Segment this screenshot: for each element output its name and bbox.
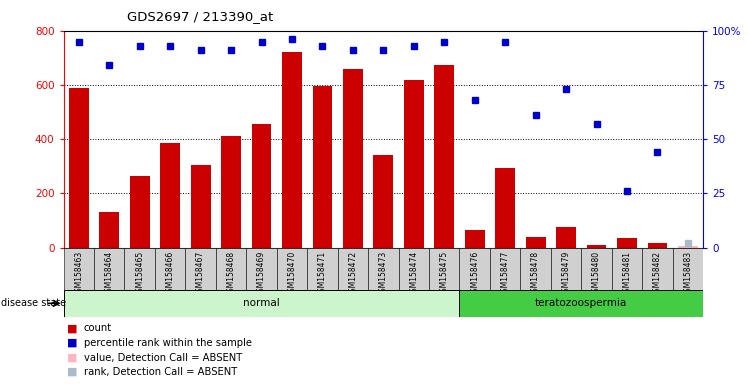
Text: GSM158475: GSM158475 — [440, 251, 449, 297]
Bar — [69, 88, 89, 248]
Bar — [521, 248, 551, 290]
Text: GSM158478: GSM158478 — [531, 251, 540, 297]
Text: GSM158466: GSM158466 — [165, 251, 175, 297]
Bar — [99, 212, 119, 248]
Bar — [373, 156, 393, 248]
Bar — [251, 124, 272, 248]
Bar — [307, 248, 337, 290]
Text: GSM158465: GSM158465 — [135, 251, 144, 297]
Bar — [581, 248, 612, 290]
Text: GSM158477: GSM158477 — [500, 251, 509, 297]
Bar — [586, 245, 607, 248]
Bar — [186, 248, 216, 290]
Bar — [64, 248, 94, 290]
Text: GDS2697 / 213390_at: GDS2697 / 213390_at — [127, 10, 274, 23]
Bar — [526, 237, 545, 248]
Text: GSM158467: GSM158467 — [196, 251, 205, 297]
Text: GSM158474: GSM158474 — [409, 251, 418, 297]
Text: percentile rank within the sample: percentile rank within the sample — [84, 338, 252, 348]
Text: ■: ■ — [67, 353, 78, 362]
Text: GSM158480: GSM158480 — [592, 251, 601, 297]
Bar — [648, 243, 667, 248]
Bar — [124, 248, 155, 290]
Text: GSM158479: GSM158479 — [562, 251, 571, 297]
Bar — [459, 248, 490, 290]
Text: GSM158476: GSM158476 — [470, 251, 479, 297]
Bar — [64, 290, 459, 317]
Bar — [429, 248, 459, 290]
Bar — [221, 136, 241, 248]
Bar — [617, 238, 637, 248]
Text: value, Detection Call = ABSENT: value, Detection Call = ABSENT — [84, 353, 242, 362]
Bar — [612, 248, 643, 290]
Text: GSM158472: GSM158472 — [349, 251, 358, 297]
Text: GSM158463: GSM158463 — [74, 251, 83, 297]
Text: GSM158482: GSM158482 — [653, 251, 662, 297]
Bar — [282, 53, 302, 248]
Bar — [277, 248, 307, 290]
Bar — [191, 165, 210, 248]
Bar — [399, 248, 429, 290]
Bar — [459, 290, 703, 317]
Text: GSM158483: GSM158483 — [684, 251, 693, 297]
Bar — [404, 79, 423, 248]
Bar — [343, 69, 363, 248]
Bar — [313, 86, 332, 248]
Text: GSM158481: GSM158481 — [622, 251, 631, 297]
Bar — [465, 230, 485, 248]
Bar — [130, 176, 150, 248]
Text: ■: ■ — [67, 323, 78, 333]
Bar — [551, 248, 581, 290]
Bar — [337, 248, 368, 290]
Bar — [557, 227, 576, 248]
Text: GSM158468: GSM158468 — [227, 251, 236, 297]
Text: GSM158470: GSM158470 — [287, 251, 296, 297]
Bar — [643, 248, 672, 290]
Text: GSM158464: GSM158464 — [105, 251, 114, 297]
Bar — [495, 168, 515, 248]
Bar — [678, 245, 698, 248]
Bar — [672, 248, 703, 290]
Text: GSM158469: GSM158469 — [257, 251, 266, 297]
Bar — [155, 248, 186, 290]
Bar — [246, 248, 277, 290]
Text: count: count — [84, 323, 112, 333]
Text: disease state: disease state — [1, 298, 67, 308]
Text: teratozoospermia: teratozoospermia — [535, 298, 628, 308]
Text: GSM158471: GSM158471 — [318, 251, 327, 297]
Bar — [368, 248, 399, 290]
Bar — [160, 143, 180, 248]
Bar — [435, 65, 454, 248]
Bar — [490, 248, 521, 290]
Bar — [94, 248, 124, 290]
Text: rank, Detection Call = ABSENT: rank, Detection Call = ABSENT — [84, 367, 237, 377]
Text: GSM158473: GSM158473 — [378, 251, 388, 297]
Text: ■: ■ — [67, 338, 78, 348]
Text: normal: normal — [243, 298, 280, 308]
Bar — [216, 248, 246, 290]
Text: ■: ■ — [67, 367, 78, 377]
